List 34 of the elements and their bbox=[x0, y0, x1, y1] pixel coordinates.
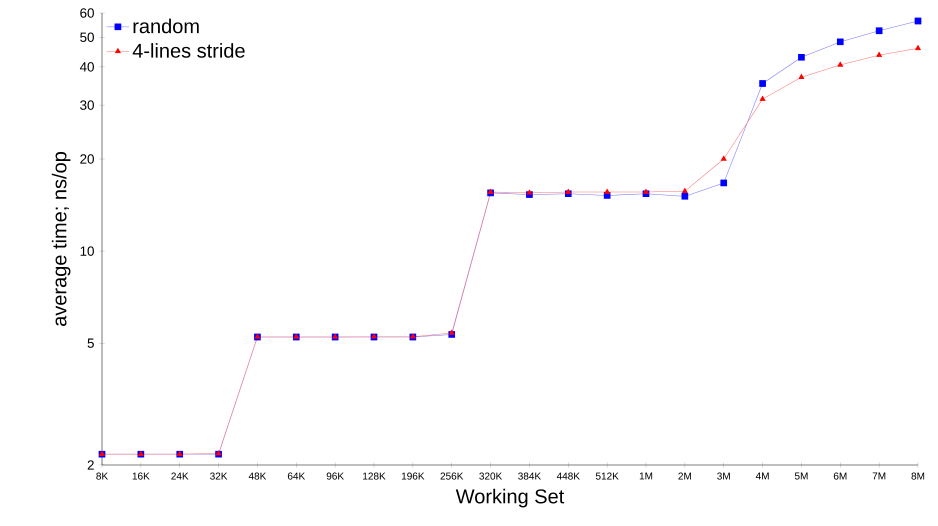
x-tick-label: 256K bbox=[440, 472, 464, 480]
x-tick-label: 3M bbox=[717, 472, 730, 480]
x-tick-label: 7M bbox=[872, 472, 886, 480]
y-tick-label: 5 bbox=[88, 338, 94, 348]
x-tick-label: 320K bbox=[479, 472, 502, 480]
y-tick-label: 60 bbox=[80, 8, 94, 18]
y-tick-label: 20 bbox=[80, 154, 94, 164]
x-tick-label: 512K bbox=[596, 472, 619, 480]
y-axis-title: average time; ns/op bbox=[52, 152, 70, 326]
y-tick-label: 10 bbox=[80, 246, 94, 256]
x-tick-label: 96K bbox=[326, 472, 344, 480]
legend-label: random bbox=[134, 18, 199, 34]
y-tick-label: 50 bbox=[80, 32, 94, 42]
x-tick-label: 4M bbox=[756, 472, 769, 480]
x-tick-label: 448K bbox=[556, 472, 580, 480]
y-tick-label: 2 bbox=[88, 460, 94, 470]
x-tick-label: 8K bbox=[96, 472, 108, 480]
x-tick-label: 2M bbox=[678, 472, 691, 480]
legend-label: 4-lines stride bbox=[132, 43, 245, 58]
x-tick-label: 6M bbox=[834, 472, 846, 480]
x-tick-label: 24K bbox=[171, 472, 188, 480]
x-tick-label: 196K bbox=[402, 472, 424, 480]
x-tick-label: 384K bbox=[518, 472, 541, 480]
y-tick-label: 40 bbox=[80, 62, 94, 72]
x-axis-title: Working Set bbox=[456, 488, 564, 508]
x-tick-label: 48K bbox=[248, 472, 266, 480]
x-tick-label: 128K bbox=[363, 472, 386, 480]
x-tick-label: 16K bbox=[132, 472, 150, 480]
x-tick-label: 8M bbox=[912, 472, 924, 480]
x-tick-label: 32K bbox=[210, 472, 228, 480]
y-tick-label: 30 bbox=[80, 100, 94, 110]
x-tick-label: 5M bbox=[794, 472, 808, 480]
x-tick-label: 1M bbox=[640, 472, 652, 480]
x-tick-label: 64K bbox=[288, 472, 306, 480]
